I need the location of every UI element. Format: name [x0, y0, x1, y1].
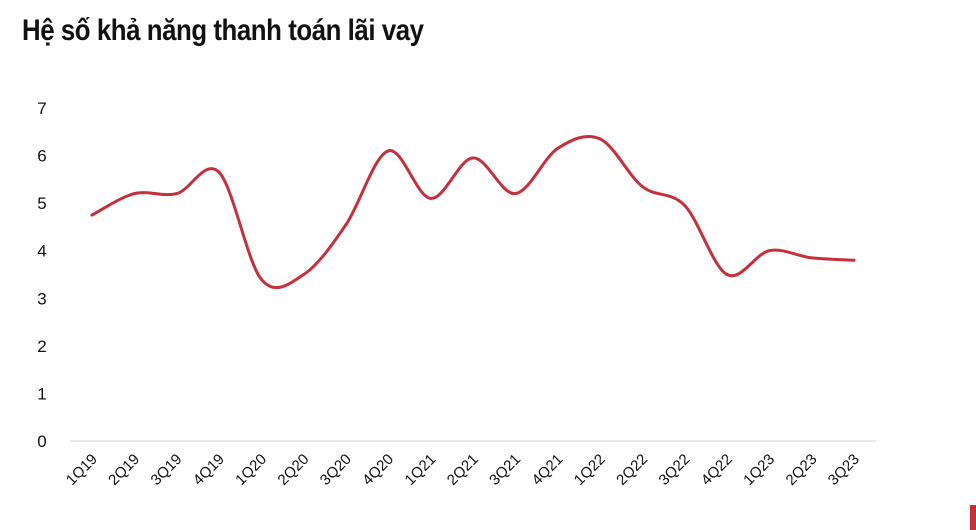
edge-accent-mark — [970, 505, 976, 530]
chart-title: Hệ số khả năng thanh toán lãi vay — [22, 14, 424, 47]
data-point — [90, 213, 94, 217]
y-axis: 0 1 2 3 4 5 6 7 — [37, 99, 46, 451]
x-tick-label: 4Q20 — [359, 451, 397, 489]
data-point — [556, 146, 560, 150]
x-tick-label: 2Q22 — [613, 451, 651, 489]
data-point — [175, 192, 179, 196]
x-tick-label: 2Q20 — [275, 451, 313, 489]
y-tick-label: 5 — [37, 194, 46, 213]
data-point — [302, 273, 306, 276]
data-point — [767, 249, 771, 253]
data-point — [217, 170, 221, 174]
y-tick-label: 3 — [37, 289, 46, 308]
data-point — [259, 277, 263, 281]
x-tick-label: 4Q22 — [698, 451, 736, 489]
x-tick-label: 3Q19 — [148, 451, 186, 489]
data-point — [725, 273, 729, 276]
series-group — [90, 134, 856, 290]
x-tick-label: 4Q19 — [190, 451, 228, 489]
x-tick-label: 2Q21 — [444, 451, 482, 489]
x-tick-label: 1Q23 — [740, 451, 778, 489]
x-tick-label: 1Q22 — [571, 451, 609, 489]
data-point — [429, 196, 433, 200]
data-point — [683, 204, 687, 208]
data-point — [386, 149, 390, 153]
x-tick-label: 3Q22 — [656, 451, 694, 489]
y-tick-label: 0 — [37, 432, 46, 451]
y-tick-label: 1 — [37, 384, 46, 403]
series-line — [90, 134, 856, 290]
y-tick-label: 2 — [37, 337, 46, 356]
x-tick-label: 1Q19 — [63, 451, 101, 489]
data-point — [132, 192, 136, 196]
x-tick-label: 1Q20 — [232, 451, 270, 489]
x-tick-label: 3Q23 — [825, 451, 863, 489]
x-axis: 1Q19 2Q19 3Q19 4Q19 1Q20 2Q20 3Q20 4Q20 1Q21 2Q21… — [63, 451, 863, 489]
x-tick-label: 4Q21 — [529, 451, 567, 489]
data-point — [471, 156, 475, 160]
x-tick-label: 2Q19 — [105, 451, 143, 489]
data-point — [640, 184, 644, 188]
data-point — [810, 256, 814, 260]
y-tick-label: 4 — [37, 242, 46, 261]
x-tick-label: 3Q20 — [317, 451, 355, 489]
data-point — [513, 192, 517, 196]
data-point — [852, 258, 856, 262]
data-point — [344, 223, 348, 227]
y-tick-label: 6 — [37, 147, 46, 166]
x-tick-label: 3Q21 — [486, 451, 524, 489]
y-tick-label: 7 — [37, 99, 46, 118]
data-point — [598, 137, 602, 141]
x-tick-label: 2Q23 — [783, 451, 821, 489]
x-tick-label: 1Q21 — [402, 451, 440, 489]
